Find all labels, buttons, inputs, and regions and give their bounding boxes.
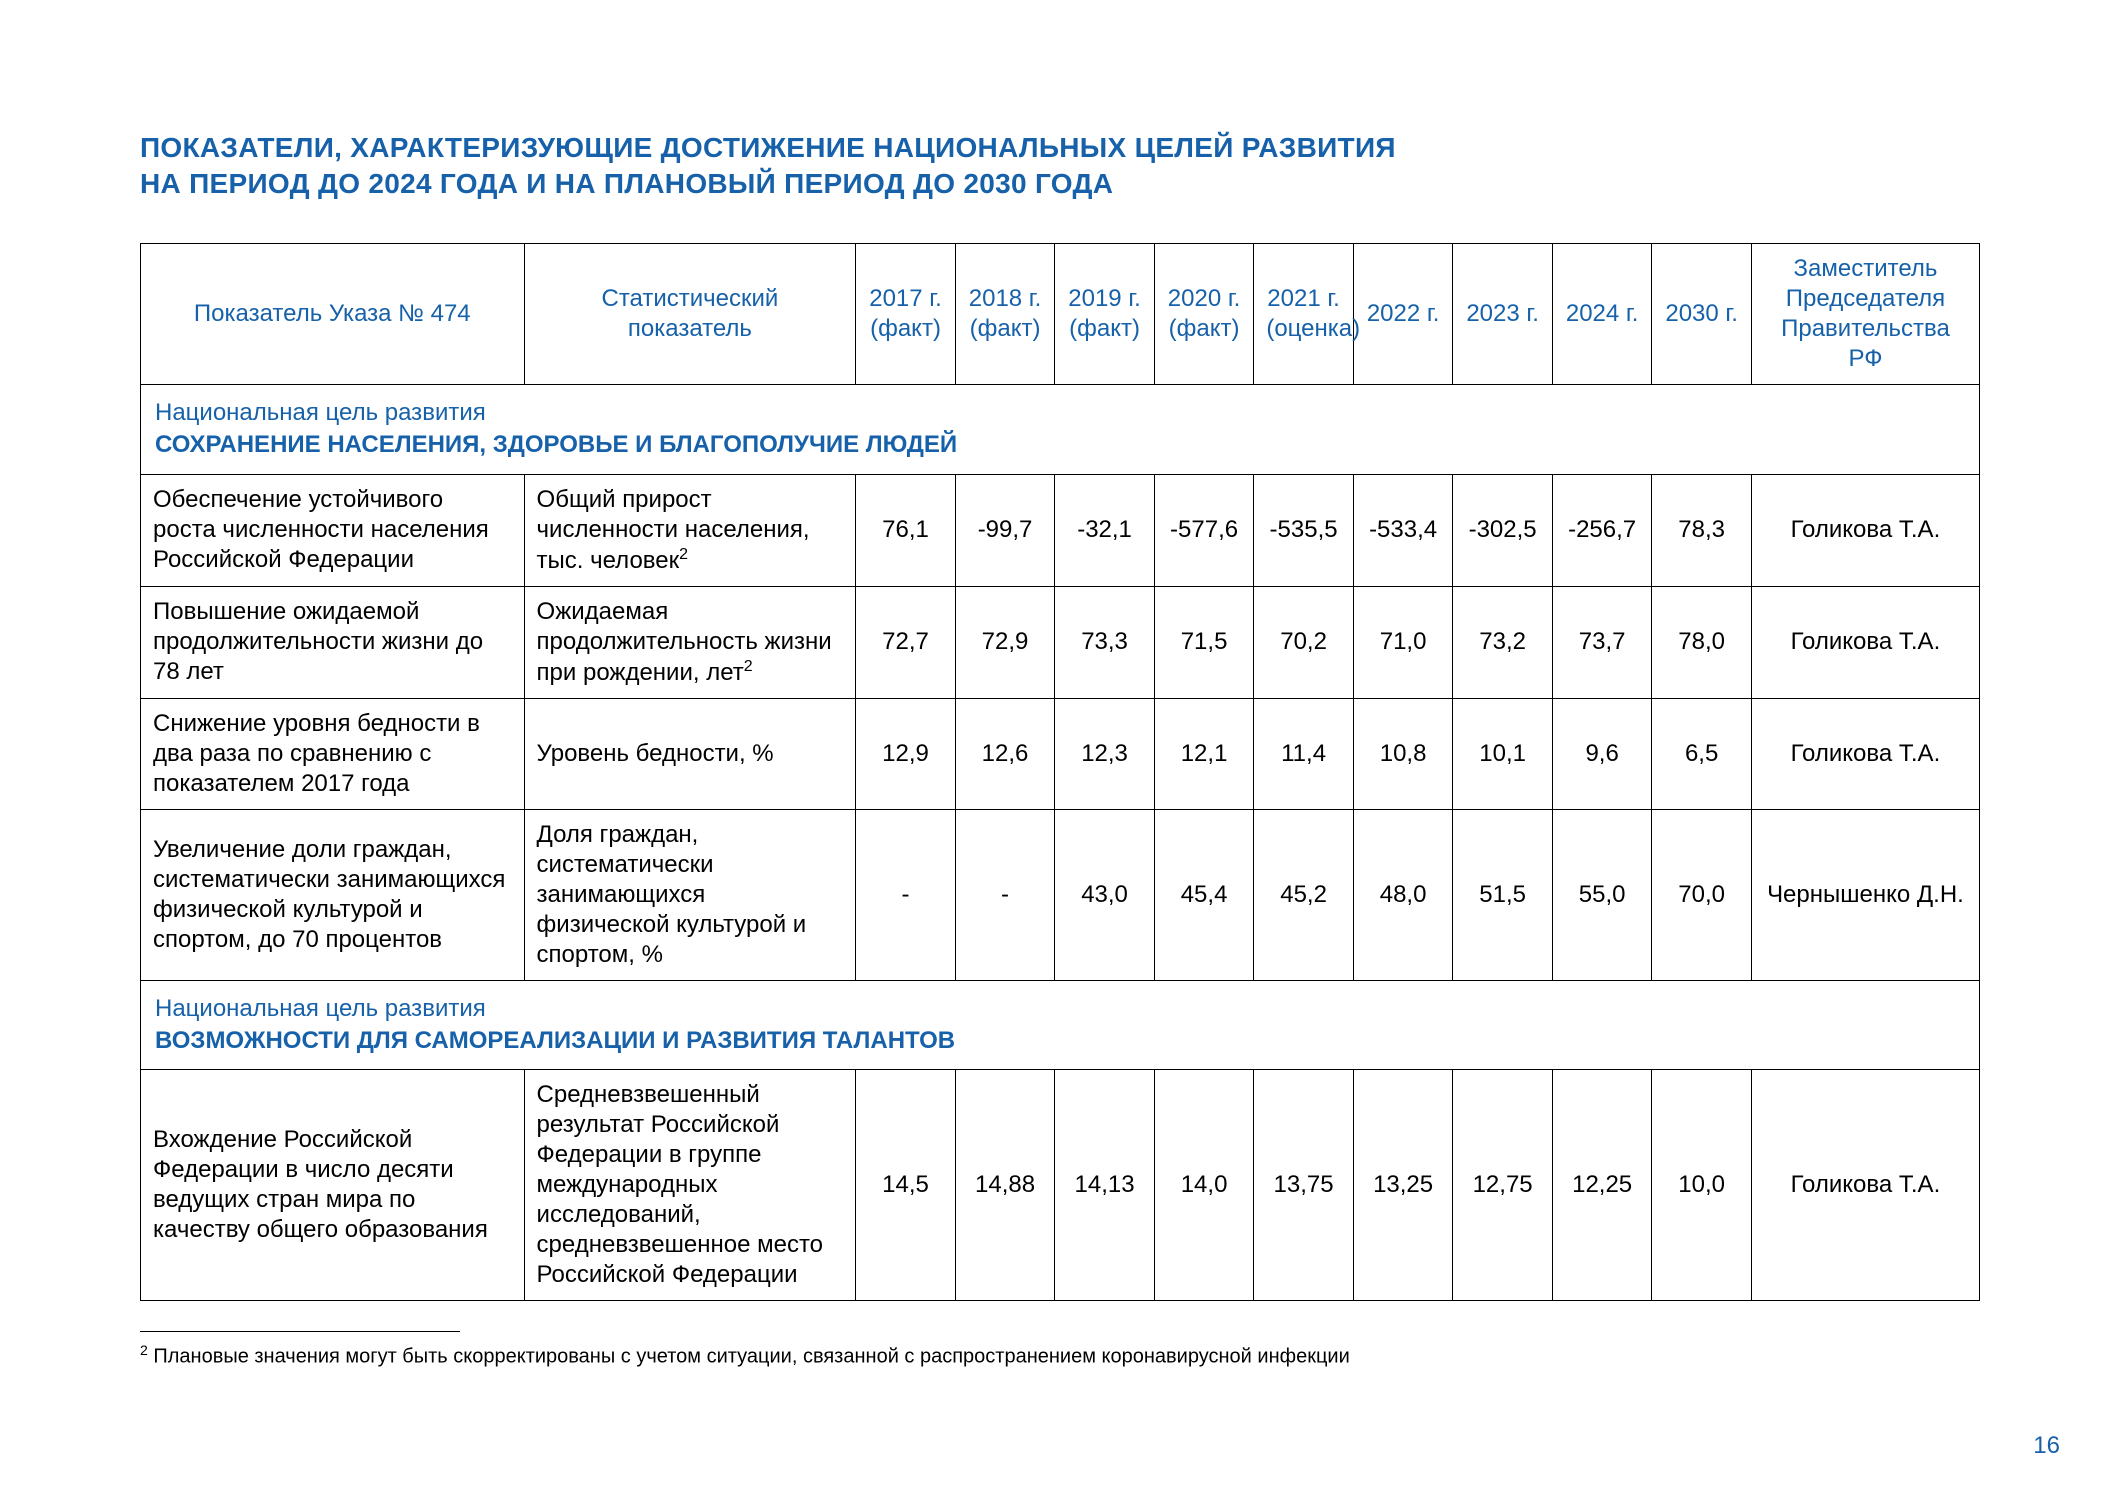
cell-2019: 12,3 <box>1055 698 1155 809</box>
cell-2022: 71,0 <box>1353 586 1453 698</box>
cell-2023: 73,2 <box>1453 586 1553 698</box>
th-indicator: Показатель Указа № 474 <box>141 243 525 384</box>
cell-2023: 10,1 <box>1453 698 1553 809</box>
page-number: 16 <box>2033 1432 2060 1460</box>
cell-2021: -535,5 <box>1254 474 1354 586</box>
cell-2018: - <box>955 809 1055 980</box>
title-line-1: ПОКАЗАТЕЛИ, ХАРАКТЕРИЗУЮЩИЕ ДОСТИЖЕНИЕ Н… <box>140 132 1396 163</box>
cell-stat: Доля граждан, систематически занимающихс… <box>524 809 856 980</box>
th-2022: 2022 г. <box>1353 243 1453 384</box>
title-line-2: НА ПЕРИОД ДО 2024 ГОДА И НА ПЛАНОВЫЙ ПЕР… <box>140 168 1113 199</box>
section-1-name: СОХРАНЕНИЕ НАСЕЛЕНИЯ, ЗДОРОВЬЕ И БЛАГОПО… <box>155 431 957 458</box>
footnote: 2 Плановые значения могут быть скорректи… <box>140 1342 1980 1369</box>
cell-2024: -256,7 <box>1552 474 1652 586</box>
cell-2023: 12,75 <box>1453 1070 1553 1301</box>
cell-2019: 14,13 <box>1055 1070 1155 1301</box>
cell-2020: 14,0 <box>1154 1070 1254 1301</box>
section-2-name: ВОЗМОЖНОСТИ ДЛЯ САМОРЕАЛИЗАЦИИ И РАЗВИТИ… <box>155 1027 955 1054</box>
cell-indicator: Повышение ожидаемой продолжительности жи… <box>141 586 525 698</box>
th-2024: 2024 г. <box>1552 243 1652 384</box>
section-1-header: Национальная цель развития СОХРАНЕНИЕ НА… <box>141 384 1980 474</box>
th-stat: Статистический показатель <box>524 243 856 384</box>
cell-responsible: Чернышенко Д.Н. <box>1751 809 1979 980</box>
cell-2019: 73,3 <box>1055 586 1155 698</box>
cell-2021: 45,2 <box>1254 809 1354 980</box>
cell-responsible: Голикова Т.А. <box>1751 474 1979 586</box>
th-2019: 2019 г.(факт) <box>1055 243 1155 384</box>
page-container: ПОКАЗАТЕЛИ, ХАРАКТЕРИЗУЮЩИЕ ДОСТИЖЕНИЕ Н… <box>0 0 2120 1500</box>
cell-2021: 70,2 <box>1254 586 1354 698</box>
table-row: Снижение уровня бедности в два раза по с… <box>141 698 1980 809</box>
cell-2017: 14,5 <box>856 1070 956 1301</box>
th-responsible: Заместитель Председателя Правительства Р… <box>1751 243 1979 384</box>
cell-2023: -302,5 <box>1453 474 1553 586</box>
table-row: Повышение ожидаемой продолжительности жи… <box>141 586 1980 698</box>
cell-2018: 12,6 <box>955 698 1055 809</box>
section-2-cell: Национальная цель развития ВОЗМОЖНОСТИ Д… <box>141 980 1980 1070</box>
cell-2024: 12,25 <box>1552 1070 1652 1301</box>
th-2030: 2030 г. <box>1652 243 1752 384</box>
cell-2019: 43,0 <box>1055 809 1155 980</box>
cell-2024: 9,6 <box>1552 698 1652 809</box>
cell-2024: 55,0 <box>1552 809 1652 980</box>
footnote-text: Плановые значения могут быть скорректиро… <box>148 1346 1350 1368</box>
cell-stat: Ожидаемая продолжительность жизни при ро… <box>524 586 856 698</box>
section-1-intro: Национальная цель развития <box>155 399 486 426</box>
footnote-number: 2 <box>140 1342 148 1358</box>
cell-2022: 48,0 <box>1353 809 1453 980</box>
cell-2021: 13,75 <box>1254 1070 1354 1301</box>
table-header-row: Показатель Указа № 474 Статистический по… <box>141 243 1980 384</box>
footnote-separator <box>140 1331 460 1332</box>
page-title: ПОКАЗАТЕЛИ, ХАРАКТЕРИЗУЮЩИЕ ДОСТИЖЕНИЕ Н… <box>140 130 1980 203</box>
th-2018: 2018 г.(факт) <box>955 243 1055 384</box>
cell-2018: -99,7 <box>955 474 1055 586</box>
cell-stat: Общий прирост численности населения, тыс… <box>524 474 856 586</box>
cell-2024: 73,7 <box>1552 586 1652 698</box>
cell-2017: 72,7 <box>856 586 956 698</box>
cell-2020: 45,4 <box>1154 809 1254 980</box>
th-2017: 2017 г.(факт) <box>856 243 956 384</box>
section-2-header: Национальная цель развития ВОЗМОЖНОСТИ Д… <box>141 980 1980 1070</box>
cell-indicator: Снижение уровня бедности в два раза по с… <box>141 698 525 809</box>
table-row: Вхождение Российской Федерации в число д… <box>141 1070 1980 1301</box>
cell-2020: -577,6 <box>1154 474 1254 586</box>
cell-2020: 12,1 <box>1154 698 1254 809</box>
cell-indicator: Увеличение доли граждан, систематически … <box>141 809 525 980</box>
cell-2018: 14,88 <box>955 1070 1055 1301</box>
cell-stat: Уровень бедности, % <box>524 698 856 809</box>
cell-2022: -533,4 <box>1353 474 1453 586</box>
cell-2020: 71,5 <box>1154 586 1254 698</box>
cell-2030: 6,5 <box>1652 698 1752 809</box>
indicators-table: Показатель Указа № 474 Статистический по… <box>140 243 1980 1302</box>
cell-2019: -32,1 <box>1055 474 1155 586</box>
section-1-cell: Национальная цель развития СОХРАНЕНИЕ НА… <box>141 384 1980 474</box>
cell-2017: 12,9 <box>856 698 956 809</box>
cell-responsible: Голикова Т.А. <box>1751 698 1979 809</box>
cell-2021: 11,4 <box>1254 698 1354 809</box>
cell-2030: 10,0 <box>1652 1070 1752 1301</box>
cell-indicator: Обеспечение устойчивого роста численност… <box>141 474 525 586</box>
cell-2022: 10,8 <box>1353 698 1453 809</box>
cell-2030: 78,3 <box>1652 474 1752 586</box>
cell-2022: 13,25 <box>1353 1070 1453 1301</box>
cell-2030: 70,0 <box>1652 809 1752 980</box>
th-2021: 2021 г.(оценка) <box>1254 243 1354 384</box>
cell-indicator: Вхождение Российской Федерации в число д… <box>141 1070 525 1301</box>
section-2-intro: Национальная цель развития <box>155 995 486 1022</box>
cell-responsible: Голикова Т.А. <box>1751 1070 1979 1301</box>
cell-2017: - <box>856 809 956 980</box>
th-2020: 2020 г.(факт) <box>1154 243 1254 384</box>
cell-2030: 78,0 <box>1652 586 1752 698</box>
cell-2018: 72,9 <box>955 586 1055 698</box>
cell-responsible: Голикова Т.А. <box>1751 586 1979 698</box>
th-2023: 2023 г. <box>1453 243 1553 384</box>
table-row: Увеличение доли граждан, систематически … <box>141 809 1980 980</box>
cell-stat: Средневзвешенный результат Российской Фе… <box>524 1070 856 1301</box>
cell-2017: 76,1 <box>856 474 956 586</box>
table-row: Обеспечение устойчивого роста численност… <box>141 474 1980 586</box>
cell-2023: 51,5 <box>1453 809 1553 980</box>
